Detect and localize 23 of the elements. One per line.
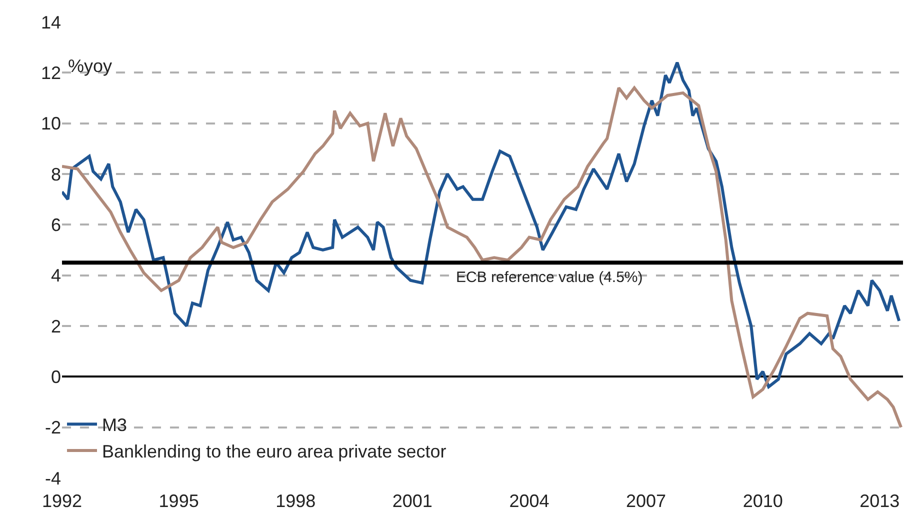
y-tick-label: 4 bbox=[50, 266, 61, 286]
legend-label: M3 bbox=[102, 415, 128, 436]
y-axis-title: %yoy bbox=[68, 56, 112, 76]
x-tick-label: 2001 bbox=[392, 491, 432, 511]
x-tick-label: 1995 bbox=[158, 491, 199, 511]
y-tick-label: 2 bbox=[50, 316, 61, 336]
y-tick-label: 8 bbox=[50, 164, 61, 184]
ref-line-label: ECB reference value (4.5%) bbox=[456, 269, 643, 286]
x-tick-label: 1992 bbox=[42, 491, 82, 511]
y-tick-label: 14 bbox=[40, 12, 61, 32]
y-tick-label: -2 bbox=[44, 418, 61, 438]
x-tick-label: 2004 bbox=[509, 491, 550, 511]
line-series bbox=[62, 61, 901, 388]
y-tick-label: 0 bbox=[50, 366, 61, 387]
y-tick-label: 6 bbox=[50, 214, 61, 235]
x-tick-label: 2007 bbox=[626, 491, 666, 511]
y-tick-label: -4 bbox=[44, 468, 61, 488]
x-tick-label: 2010 bbox=[742, 491, 783, 511]
y-tick-label: 10 bbox=[40, 114, 61, 134]
x-tick-label: 2013 bbox=[860, 491, 900, 511]
y-tick-label: 12 bbox=[40, 62, 61, 83]
x-tick-label: 1998 bbox=[276, 491, 316, 511]
legend-label: Banklending to the euro area private sector bbox=[102, 442, 446, 462]
